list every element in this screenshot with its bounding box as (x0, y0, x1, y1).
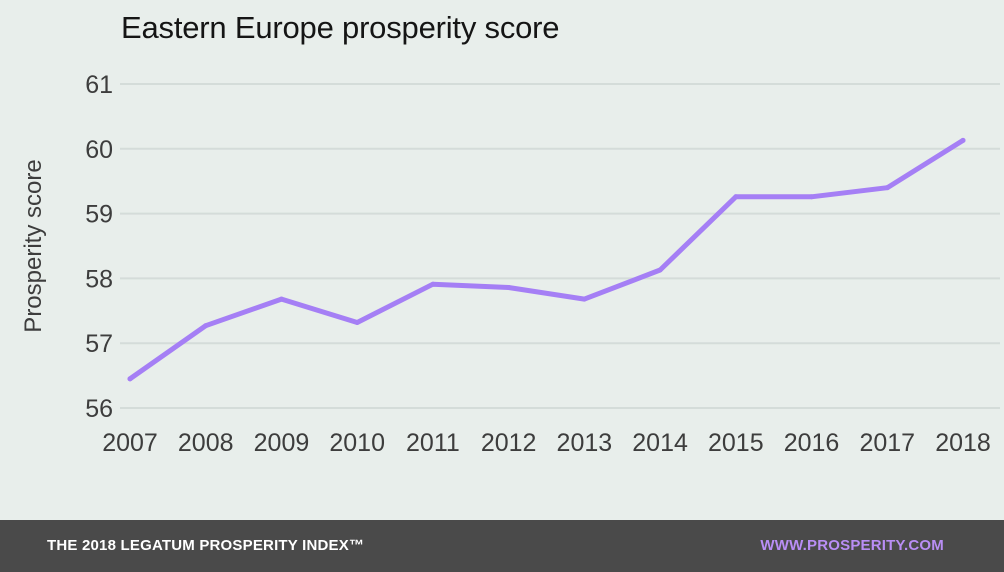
y-tick-label: 57 (85, 330, 113, 358)
series-line (127, 137, 966, 382)
data-point (203, 323, 209, 329)
data-point (430, 281, 436, 287)
data-point (581, 296, 587, 302)
x-tick-label: 2009 (254, 429, 310, 457)
footer-website-link[interactable]: WWW.PROSPERITY.COM (760, 537, 944, 554)
x-tick-label: 2011 (406, 429, 460, 457)
y-tick-label: 58 (85, 265, 113, 293)
x-axis-ticks: 2007 2008 2009 2010 2011 2012 2013 2014 2015 2016… (102, 429, 991, 457)
x-tick-label: 2008 (178, 429, 234, 457)
y-tick-label: 61 (85, 71, 113, 99)
data-point (809, 194, 815, 200)
data-point (278, 296, 284, 302)
x-tick-label: 2016 (784, 429, 840, 457)
line-chart: 56 57 58 59 60 61 2007 2008 2009 2010 2011 2012 201… (20, 71, 1000, 457)
x-tick-label: 2014 (632, 429, 688, 457)
x-tick-label: 2012 (481, 429, 537, 457)
footer-bar: THE 2018 LEGATUM PROSPERITY INDEX™ WWW.P… (0, 520, 1004, 572)
data-point (960, 137, 966, 143)
x-tick-label: 2017 (859, 429, 915, 457)
chart-title: Eastern Europe prosperity score (121, 10, 560, 45)
x-tick-label: 2007 (102, 429, 158, 457)
y-tick-label: 59 (85, 201, 113, 229)
x-tick-label: 2015 (708, 429, 764, 457)
data-point (127, 376, 133, 382)
x-tick-label: 2010 (329, 429, 385, 457)
series (127, 137, 966, 382)
y-axis-label: Prosperity score (20, 159, 47, 332)
x-tick-label: 2013 (557, 429, 613, 457)
gridlines (120, 83, 1000, 409)
data-point (884, 185, 890, 191)
y-tick-label: 60 (85, 136, 113, 164)
footer-index-title: THE 2018 LEGATUM PROSPERITY INDEX™ (47, 537, 365, 554)
data-point (733, 194, 739, 200)
y-tick-label: 56 (85, 395, 113, 423)
y-axis-ticks: 56 57 58 59 60 61 (85, 71, 113, 423)
data-point (506, 284, 512, 290)
data-point (354, 319, 360, 325)
x-tick-label: 2018 (935, 429, 991, 457)
data-point (657, 267, 663, 273)
